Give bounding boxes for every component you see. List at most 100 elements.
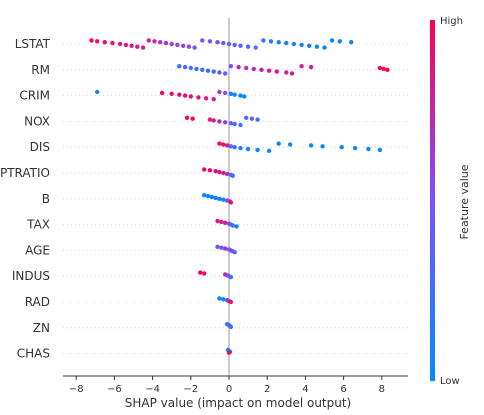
data-point <box>385 67 390 73</box>
x-tick-label: 2 <box>264 384 270 395</box>
feature-label: AGE <box>25 243 50 257</box>
data-point <box>259 67 264 73</box>
data-point <box>223 246 228 251</box>
data-point <box>238 93 243 98</box>
data-point <box>320 144 325 149</box>
data-point <box>95 39 100 44</box>
data-point <box>276 141 281 146</box>
data-point <box>308 64 314 70</box>
data-point <box>226 350 232 355</box>
feature-label: RAD <box>25 295 50 309</box>
data-point <box>159 90 165 96</box>
data-point <box>274 69 279 74</box>
colorbar-title: Feature value <box>458 164 471 239</box>
data-point <box>211 69 216 74</box>
data-point <box>217 141 222 146</box>
data-point <box>219 245 224 250</box>
x-tick-label: 6 <box>340 384 346 395</box>
data-point <box>244 115 249 121</box>
data-point <box>230 173 235 178</box>
data-point <box>219 219 224 225</box>
data-point <box>349 40 354 45</box>
data-point <box>329 38 335 43</box>
data-point <box>95 89 100 95</box>
data-point <box>200 38 205 43</box>
feature-label: RM <box>31 63 50 77</box>
data-point <box>238 145 243 151</box>
feature-labels: LSTAT RM CRIM NOX DIS PTRATIO B TAX AGE INDUS RAD Z… <box>0 37 51 361</box>
data-point <box>207 39 213 44</box>
data-point <box>228 121 234 126</box>
data-point <box>182 64 188 70</box>
x-axis-ticks: −8 −6 −4 −2 0 2 4 6 8 <box>69 376 385 395</box>
data-point <box>186 44 192 49</box>
data-point <box>299 63 304 69</box>
data-point <box>89 38 94 43</box>
data-point <box>146 38 151 43</box>
data-point <box>299 42 304 48</box>
data-point <box>196 95 201 100</box>
data-point <box>177 92 182 97</box>
data-point <box>200 67 205 73</box>
colorbar <box>430 20 435 381</box>
data-point <box>217 296 222 301</box>
data-point <box>366 146 371 152</box>
colorbar-high-label: High <box>440 16 463 27</box>
x-tick-label: 4 <box>302 384 308 395</box>
data-point <box>215 40 220 45</box>
data-point <box>169 41 174 47</box>
data-point <box>224 171 230 177</box>
data-point <box>203 96 209 101</box>
data-point <box>221 170 226 176</box>
data-point <box>232 42 237 48</box>
feature-label: LSTAT <box>15 37 51 51</box>
data-point <box>255 117 260 122</box>
data-point <box>284 70 289 75</box>
data-point <box>202 167 207 172</box>
data-point <box>217 89 222 95</box>
data-point <box>182 93 188 98</box>
data-point <box>181 43 186 48</box>
data-point <box>232 145 237 150</box>
data-point <box>217 119 222 124</box>
data-point <box>245 44 251 49</box>
data-point <box>194 66 199 72</box>
data-point <box>251 66 256 72</box>
x-tick-label: −4 <box>145 384 160 395</box>
data-point <box>287 142 293 147</box>
data-point <box>245 146 251 152</box>
data-point <box>205 68 211 73</box>
data-point <box>228 299 234 305</box>
data-point <box>377 65 383 71</box>
data-point <box>228 144 234 149</box>
data-point <box>140 45 146 50</box>
data-point <box>223 220 228 225</box>
data-point <box>284 40 289 46</box>
data-point <box>211 118 216 123</box>
data-point <box>221 40 226 46</box>
data-point <box>152 39 157 44</box>
feature-label: INDUS <box>12 269 50 283</box>
data-point <box>261 38 266 43</box>
data-point <box>223 71 228 76</box>
data-point <box>184 115 190 121</box>
data-point <box>234 224 239 229</box>
data-point <box>289 71 295 76</box>
data-point <box>337 39 342 44</box>
data-point <box>158 40 163 45</box>
data-point <box>213 169 218 174</box>
data-point <box>207 168 213 173</box>
data-point <box>177 63 182 69</box>
data-point <box>268 39 274 44</box>
data-point <box>228 91 234 97</box>
data-point <box>198 270 203 275</box>
data-point <box>253 45 258 50</box>
data-point <box>291 41 297 47</box>
feature-label: CHAS <box>17 347 50 361</box>
data-point <box>163 40 169 46</box>
data-point <box>202 193 207 198</box>
data-point <box>308 143 314 148</box>
data-point <box>129 43 134 48</box>
data-point <box>135 44 140 49</box>
